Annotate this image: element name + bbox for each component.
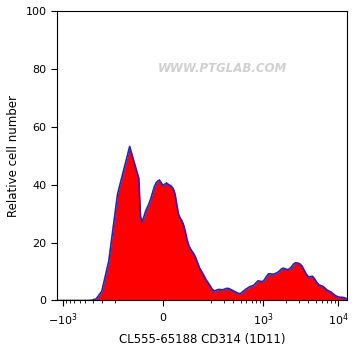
- Text: WWW.PTGLAB.COM: WWW.PTGLAB.COM: [157, 62, 287, 75]
- X-axis label: CL555-65188 CD314 (1D11): CL555-65188 CD314 (1D11): [119, 333, 285, 346]
- Y-axis label: Relative cell number: Relative cell number: [7, 95, 20, 217]
